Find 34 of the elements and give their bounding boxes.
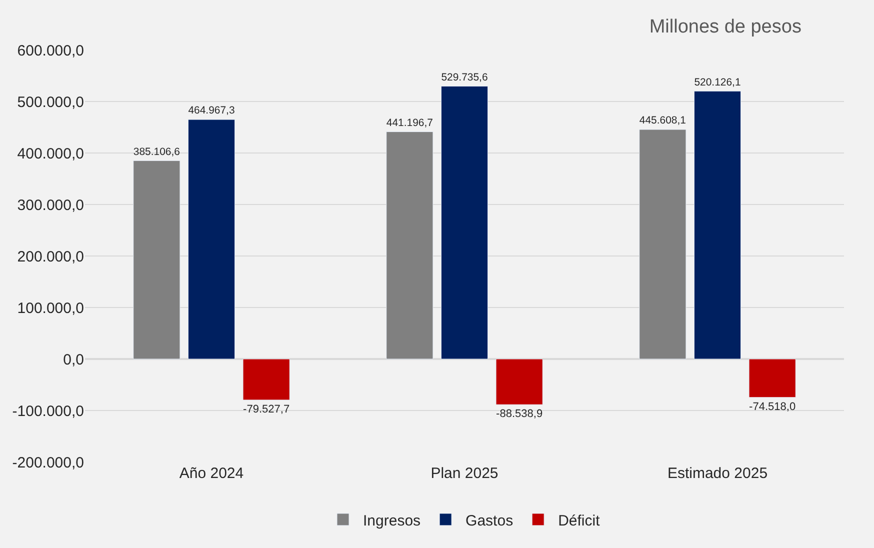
legend-label: Gastos: [466, 512, 514, 530]
data-label: 529.735,6: [441, 72, 488, 84]
y-tick-label: 500.000,0: [17, 94, 84, 111]
bar: [133, 160, 180, 360]
data-label: 385.106,6: [133, 146, 180, 158]
data-label: -74.518,0: [749, 400, 796, 413]
legend-label: Déficit: [558, 512, 601, 530]
bar: [440, 86, 488, 360]
chart-title: Millones de pesos: [649, 16, 802, 38]
bar: [188, 119, 236, 360]
bar: [694, 90, 742, 360]
data-label: 520.126,1: [694, 77, 741, 88]
bar: [496, 358, 543, 405]
bar: [639, 129, 686, 360]
data-label: 441.196,7: [386, 118, 434, 129]
data-label: -88.538,9: [496, 408, 543, 420]
data-label: 464.967,3: [188, 106, 235, 117]
x-tick-label: Plan 2025: [430, 465, 498, 482]
y-tick-label: -100.000,0: [12, 402, 84, 420]
y-tick-label: 200.000,0: [17, 248, 84, 266]
x-tick-label: Estimado 2025: [667, 465, 768, 482]
y-tick-label: 0,0: [63, 351, 84, 368]
y-tick-label: 300.000,0: [17, 196, 84, 214]
legend-label: Ingresos: [363, 512, 421, 530]
y-tick-label: 100.000,0: [17, 300, 84, 317]
y-tick-label: -200.000,0: [12, 454, 84, 472]
bar: [748, 358, 796, 398]
y-tick-label: 600.000,0: [17, 42, 84, 60]
y-tick-label: 400.000,0: [17, 145, 84, 162]
data-label: -79.527,7: [243, 404, 290, 416]
bar: [386, 132, 434, 360]
data-label: 445.608,1: [639, 116, 686, 127]
x-tick-label: Año 2024: [179, 465, 244, 482]
bar: [242, 358, 290, 400]
